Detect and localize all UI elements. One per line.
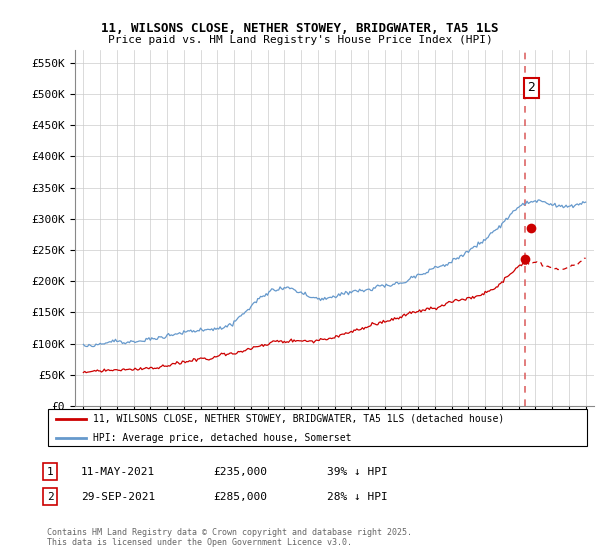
Text: 29-SEP-2021: 29-SEP-2021 [81, 492, 155, 502]
Text: Contains HM Land Registry data © Crown copyright and database right 2025.
This d: Contains HM Land Registry data © Crown c… [47, 528, 412, 547]
FancyBboxPatch shape [48, 409, 587, 446]
Text: £285,000: £285,000 [213, 492, 267, 502]
Text: £235,000: £235,000 [213, 466, 267, 477]
Text: 2: 2 [527, 81, 535, 94]
Text: 11-MAY-2021: 11-MAY-2021 [81, 466, 155, 477]
Text: 39% ↓ HPI: 39% ↓ HPI [327, 466, 388, 477]
Text: Price paid vs. HM Land Registry's House Price Index (HPI): Price paid vs. HM Land Registry's House … [107, 35, 493, 45]
Text: HPI: Average price, detached house, Somerset: HPI: Average price, detached house, Some… [93, 433, 352, 443]
Text: 2: 2 [47, 492, 53, 502]
Text: 11, WILSONS CLOSE, NETHER STOWEY, BRIDGWATER, TA5 1LS (detached house): 11, WILSONS CLOSE, NETHER STOWEY, BRIDGW… [93, 414, 504, 423]
Text: 28% ↓ HPI: 28% ↓ HPI [327, 492, 388, 502]
Text: 1: 1 [47, 466, 53, 477]
Text: 11, WILSONS CLOSE, NETHER STOWEY, BRIDGWATER, TA5 1LS: 11, WILSONS CLOSE, NETHER STOWEY, BRIDGW… [101, 22, 499, 35]
